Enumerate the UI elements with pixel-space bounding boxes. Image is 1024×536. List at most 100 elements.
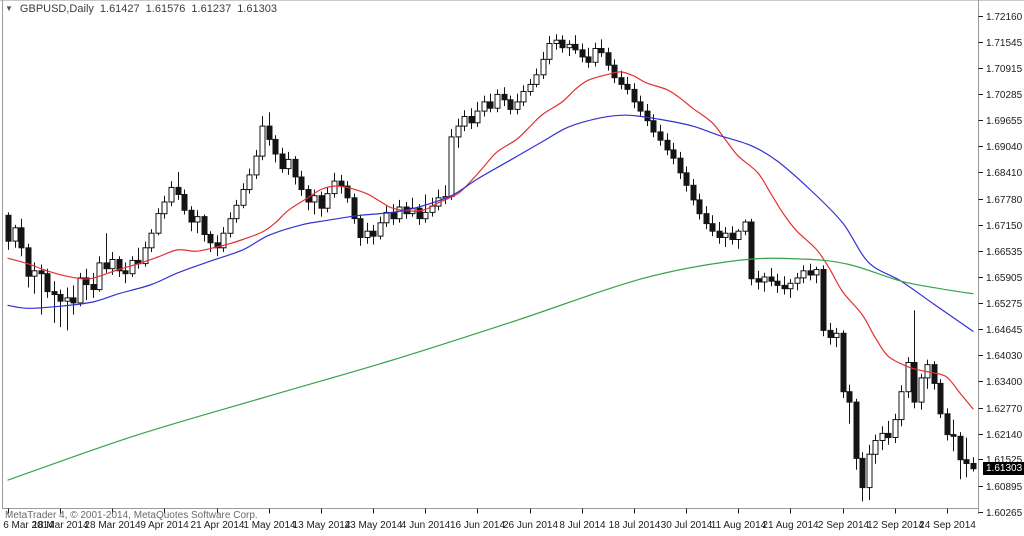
time-axis[interactable] (0, 509, 978, 536)
price-axis-label: 1.65275 (986, 299, 1023, 310)
candle-body-bull (722, 232, 729, 238)
candle-body-bear (598, 48, 605, 54)
candle (605, 47, 612, 71)
candle (924, 359, 931, 389)
candle-body-bear (683, 172, 690, 186)
candle-body-bear (637, 101, 644, 112)
candle (416, 204, 423, 225)
candle-body-bull (129, 259, 136, 275)
candle (898, 385, 905, 427)
candle-body-bear (670, 149, 677, 159)
candle (390, 204, 397, 225)
candle-body-bull (540, 58, 547, 76)
candle (253, 149, 260, 179)
candle (514, 93, 521, 115)
candle (442, 185, 449, 205)
candle-body-bear (696, 199, 703, 215)
candle-body-bear (188, 209, 195, 223)
candle-body-bull (109, 259, 116, 270)
price-axis-label: 1.64645 (986, 325, 1023, 336)
price-axis-label: 1.62140 (986, 430, 1023, 441)
price-axis-label: 1.64030 (986, 351, 1023, 362)
candle-body-bear (370, 230, 377, 237)
candle-body-bear (122, 270, 129, 275)
candle (279, 147, 286, 173)
candle-body-bear (618, 77, 625, 85)
candle (540, 51, 547, 79)
candle (266, 112, 273, 146)
candle-body-bull (533, 74, 540, 85)
candle-body-bull (833, 332, 840, 338)
candle-body-bull (396, 206, 403, 220)
high-value: 1.61576 (145, 3, 186, 15)
candle (533, 68, 540, 88)
candle (370, 224, 377, 245)
candle-body-bull (168, 186, 175, 203)
candle (709, 215, 716, 237)
candle-body-bull (364, 230, 371, 238)
candle (246, 168, 253, 194)
candle-body-bull (377, 222, 384, 237)
candle (787, 279, 794, 298)
candle (64, 287, 71, 331)
candle-body-bear (90, 284, 97, 290)
candle (970, 457, 977, 472)
candle-body-bear (963, 459, 970, 465)
candle-body-bear (279, 153, 286, 170)
candle (592, 42, 599, 67)
price-axis-label: 1.67150 (986, 221, 1023, 232)
candle-body-bear (292, 158, 299, 178)
candle-body-bear (38, 270, 45, 275)
candle (794, 272, 801, 291)
price-axis-label: 1.69655 (986, 116, 1023, 127)
candle (885, 420, 892, 445)
candle (911, 310, 918, 409)
candle (331, 172, 338, 198)
candle (364, 222, 371, 244)
candle (683, 166, 690, 192)
candle-body-bull (155, 213, 162, 234)
candle-body-bear (664, 139, 671, 151)
ma-line-medium-blue (7, 114, 974, 332)
candle (735, 229, 742, 249)
candle (853, 398, 860, 470)
candle-body-bull (553, 39, 560, 45)
price-axis-label: 1.70285 (986, 90, 1023, 101)
candle (409, 197, 416, 217)
candle-body-bull (494, 93, 501, 109)
candle (142, 241, 149, 267)
date-label: 11 Aug 2014 (711, 520, 767, 531)
candle-body-bull (455, 125, 462, 138)
candle-body-bear (507, 99, 514, 110)
candle (846, 384, 853, 424)
candle (716, 222, 723, 244)
price-axis[interactable] (979, 0, 1024, 508)
candle-body-bear (677, 157, 684, 174)
candlesticks (5, 34, 977, 502)
candle-body-bull (905, 362, 912, 393)
candle (800, 265, 807, 284)
candle-body-bear (468, 116, 475, 124)
date-label: 18 Jul 2014 (609, 520, 661, 531)
candle (194, 210, 201, 234)
candle-body-bull (735, 230, 742, 240)
candle-body-bear (631, 88, 638, 103)
candle-body-bull (592, 48, 599, 63)
candle-body-bear (755, 278, 762, 283)
date-label: 12 Sep 2014 (867, 520, 924, 531)
candle (950, 419, 957, 452)
candle-body-bull (461, 116, 468, 127)
collapse-triangle-icon[interactable]: ▼ (5, 4, 13, 13)
candle (781, 276, 788, 295)
candle-body-bull (898, 391, 905, 421)
candle (25, 243, 32, 288)
ma-line-fast-red (7, 71, 974, 410)
candle-body-bear (624, 83, 631, 90)
candle (5, 212, 12, 250)
candle-body-bear (487, 101, 494, 109)
candle (448, 129, 455, 200)
candle (481, 95, 488, 117)
candle (579, 43, 586, 63)
candle (703, 206, 710, 230)
